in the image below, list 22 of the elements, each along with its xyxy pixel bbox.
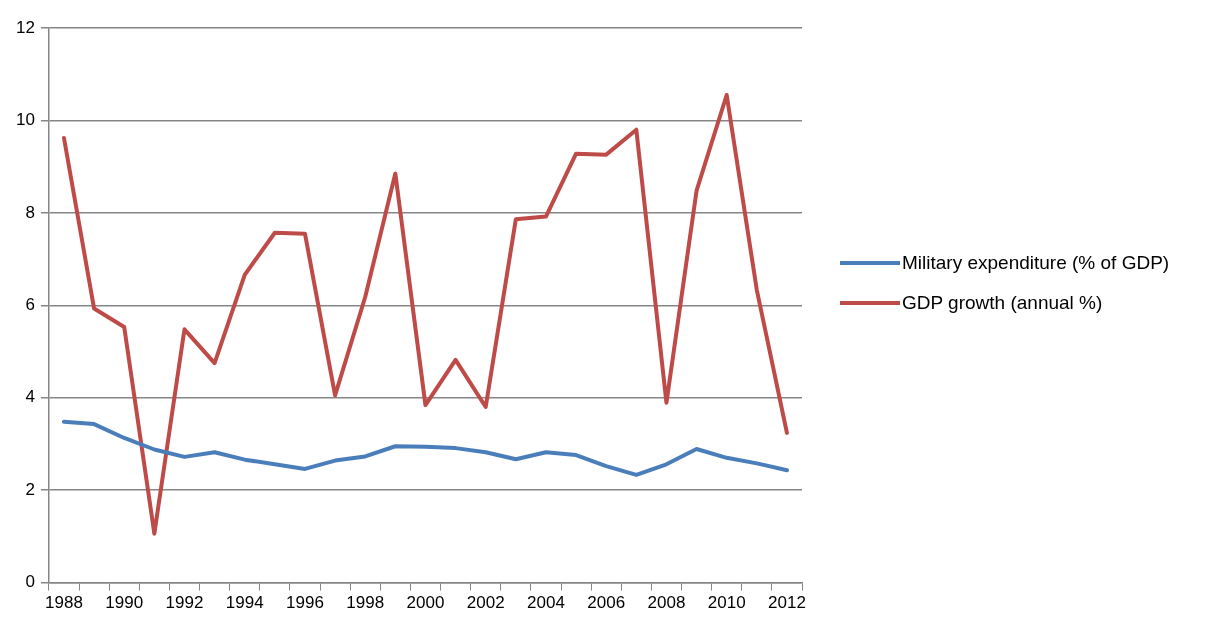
x-tick-label: 1988 [45, 593, 83, 613]
x-tick-label: 1992 [165, 593, 204, 613]
legend-label: GDP growth (annual %) [902, 291, 1104, 315]
legend-label: Military expenditure (% of GDP) [902, 251, 1171, 275]
y-tick-label: 8 [25, 202, 35, 222]
x-tick-label: 1990 [105, 593, 144, 613]
x-tick-label: 2004 [527, 593, 565, 613]
y-tick-label: 10 [15, 110, 35, 130]
y-tick-label: 6 [25, 294, 35, 314]
y-tick-label: 2 [25, 479, 35, 499]
x-tick-label: 1998 [346, 593, 385, 613]
y-tick-label: 4 [25, 387, 35, 407]
x-tick-label: 2010 [707, 593, 746, 613]
x-tick-label: 1996 [286, 593, 324, 613]
x-tick-label: 2002 [466, 593, 505, 613]
x-tick-label: 2008 [647, 593, 686, 613]
y-tick-label: 12 [15, 17, 35, 37]
x-tick-label: 1994 [225, 593, 264, 613]
x-tick-label: 2000 [406, 593, 445, 613]
x-tick-label: 2012 [768, 593, 806, 613]
y-tick-label: 0 [25, 572, 35, 592]
x-tick-label: 2006 [587, 593, 626, 613]
